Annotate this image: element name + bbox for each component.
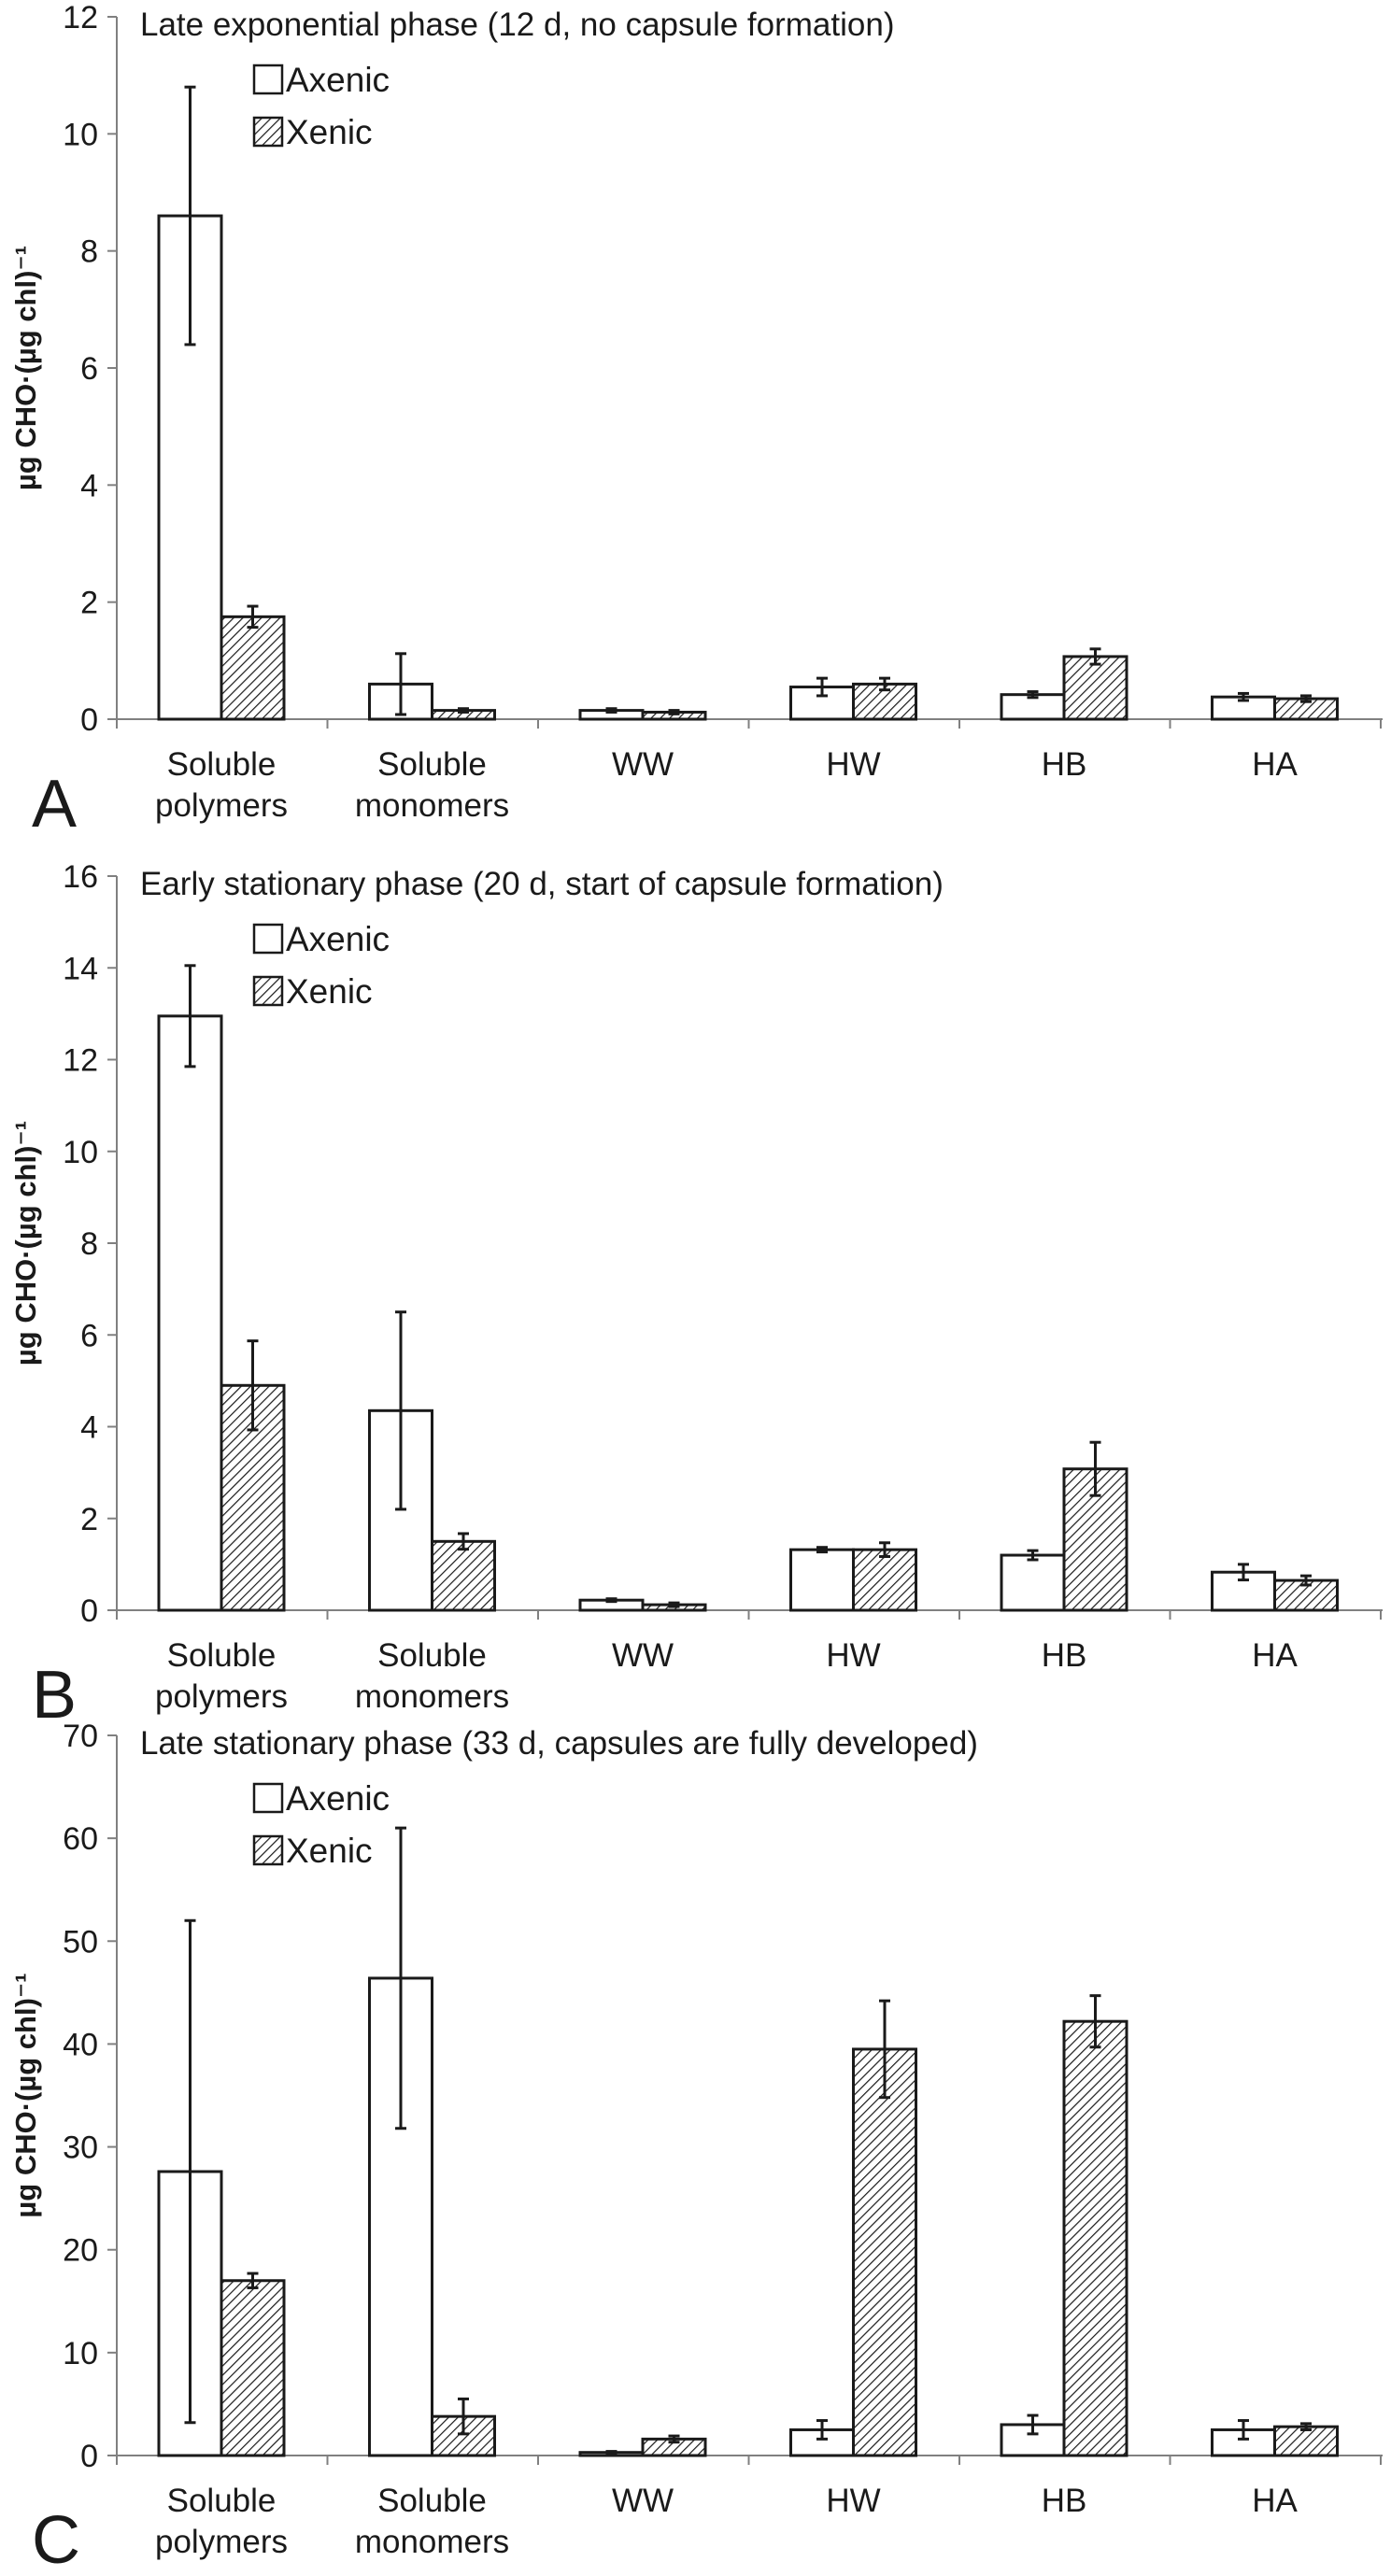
chart-panel-c: 0 10 20 30 40 50 60 70 Soluble polymers Soluble mon… <box>9 1719 1383 2576</box>
legend-label-axenic: Axenic <box>286 920 390 958</box>
legend-swatch-xenic <box>252 975 284 1007</box>
y-tick-label: 4 <box>80 468 98 503</box>
y-tick-label: 10 <box>63 1135 98 1170</box>
y-tick-label: 4 <box>80 1410 98 1446</box>
x-category-label: HB <box>1042 746 1087 783</box>
y-tick-label: 12 <box>63 0 98 35</box>
legend-label-xenic: Xenic <box>286 113 373 151</box>
y-tick-label: 0 <box>80 702 98 738</box>
y-tick-label: 8 <box>80 234 98 270</box>
x-category-label: HB <box>1042 1637 1087 1674</box>
x-category-label: Soluble <box>377 746 487 783</box>
x-category-label: Soluble <box>377 2483 487 2519</box>
x-category-label: HW <box>826 1637 880 1674</box>
x-category-label: HA <box>1252 1637 1298 1674</box>
x-category-label: polymers <box>155 787 288 824</box>
y-tick-label: 70 <box>63 1719 98 1754</box>
y-tick-label: 2 <box>80 586 98 621</box>
xenic-bar <box>1062 2019 1128 2457</box>
y-axis-label: µg CHO·(µg chl)⁻¹ <box>9 1121 42 1366</box>
x-category-label: Soluble <box>167 1637 277 1674</box>
y-axis-label: µg CHO·(µg chl)⁻¹ <box>9 1973 42 2217</box>
panel-letter: C <box>32 2503 80 2576</box>
legend-label-axenic: Axenic <box>286 1779 390 1818</box>
x-category-label: WW <box>612 1637 674 1674</box>
legend-label-xenic: Xenic <box>286 1832 373 1870</box>
y-tick-label: 16 <box>63 859 98 895</box>
x-category-label: HW <box>826 746 880 783</box>
y-tick-label: 2 <box>80 1502 98 1537</box>
xenic-bar <box>1273 2425 1339 2457</box>
x-category-label: HB <box>1042 2483 1087 2519</box>
x-category-label: HA <box>1252 746 1298 783</box>
legend-swatch-axenic <box>252 1782 284 1814</box>
legend-label-axenic: Axenic <box>286 61 390 99</box>
x-category-label: Soluble <box>377 1637 487 1674</box>
legend-swatch-xenic <box>252 1834 284 1866</box>
y-tick-label: 40 <box>63 2027 98 2062</box>
chart-title: Early stationary phase (20 d, start of c… <box>140 866 944 902</box>
x-category-label: Soluble <box>167 746 277 783</box>
x-category-label: HW <box>826 2483 880 2519</box>
y-tick-label: 30 <box>63 2130 98 2166</box>
xenic-bar <box>1062 655 1128 721</box>
y-axis-label: µg CHO·(µg chl)⁻¹ <box>9 246 42 490</box>
xenic-bar <box>1062 1467 1128 1612</box>
xenic-bar <box>852 2047 917 2457</box>
x-category-label: monomers <box>355 787 509 824</box>
axenic-bar <box>1000 693 1066 721</box>
chart-panel-a: 0 2 4 6 8 10 12 Soluble polymers Soluble monomers W… <box>9 0 1383 842</box>
y-tick-label: 10 <box>63 117 98 152</box>
y-tick-label: 60 <box>63 1821 98 1857</box>
xenic-bar <box>431 1539 496 1612</box>
y-tick-label: 0 <box>80 2439 98 2474</box>
chart-title: Late stationary phase (33 d, capsules ar… <box>140 1725 978 1762</box>
y-tick-label: 50 <box>63 1924 98 1960</box>
x-category-label: polymers <box>155 1678 288 1715</box>
y-tick-label: 0 <box>80 1593 98 1629</box>
xenic-bar <box>220 2279 286 2457</box>
xenic-bar <box>852 1548 917 1612</box>
x-category-label: polymers <box>155 2524 288 2560</box>
panel-letter: A <box>32 767 77 842</box>
y-tick-label: 14 <box>63 951 98 986</box>
y-tick-label: 6 <box>80 1318 98 1353</box>
xenic-bar <box>220 615 286 721</box>
y-tick-label: 10 <box>63 2336 98 2371</box>
axenic-bar <box>1000 1553 1066 1612</box>
x-category-label: WW <box>612 2483 674 2519</box>
axenic-bar <box>789 1548 855 1612</box>
legend-label-xenic: Xenic <box>286 972 373 1011</box>
panel-letter: B <box>32 1658 77 1719</box>
legend-swatch-xenic <box>252 116 284 148</box>
x-category-label: WW <box>612 746 674 783</box>
y-tick-label: 20 <box>63 2233 98 2269</box>
axenic-bar <box>157 214 223 721</box>
x-category-label: monomers <box>355 1678 509 1715</box>
axenic-bar <box>157 1014 223 1612</box>
chart-panel-b: 0 2 4 6 8 10 12 14 16 Soluble polymers Soluble monom… <box>9 859 1383 1719</box>
legend-swatch-axenic <box>252 64 284 95</box>
x-category-label: HA <box>1252 2483 1298 2519</box>
y-tick-label: 8 <box>80 1226 98 1262</box>
legend-swatch-axenic <box>252 923 284 955</box>
y-tick-label: 6 <box>80 351 98 387</box>
x-category-label: monomers <box>355 2524 509 2560</box>
chart-title: Late exponential phase (12 d, no capsule… <box>140 7 894 43</box>
y-tick-label: 12 <box>63 1043 98 1079</box>
x-category-label: Soluble <box>167 2483 277 2519</box>
